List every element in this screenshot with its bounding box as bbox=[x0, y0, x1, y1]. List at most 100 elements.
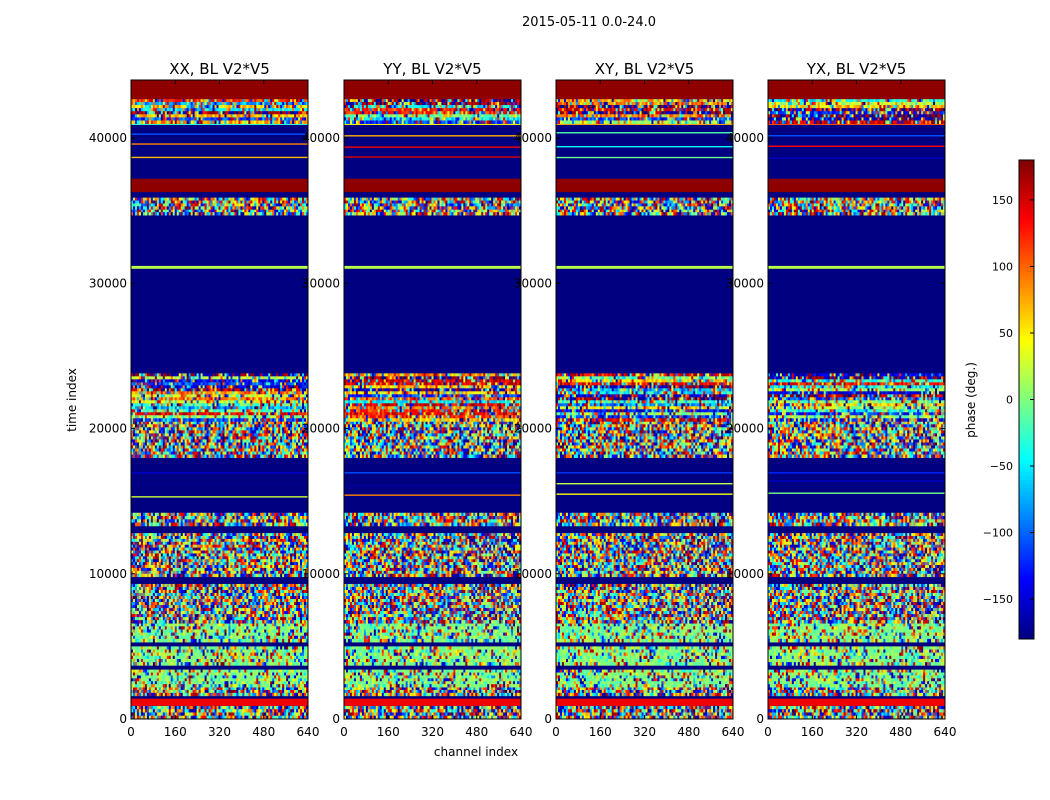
heatmap-cell bbox=[132, 589, 136, 594]
heatmap-cell bbox=[298, 632, 301, 637]
heatmap-cell bbox=[280, 620, 283, 624]
heatmap-cell bbox=[178, 617, 182, 621]
heatmap-cell bbox=[286, 626, 289, 630]
heatmap-cell bbox=[214, 658, 217, 663]
heatmap-cell bbox=[208, 516, 211, 520]
heatmap-cell bbox=[194, 658, 198, 663]
heatmap-cell bbox=[238, 614, 241, 618]
heatmap-cell bbox=[306, 649, 308, 654]
heatmap-cell bbox=[160, 623, 164, 627]
heatmap-cell bbox=[174, 586, 178, 591]
heatmap-cell bbox=[208, 570, 211, 575]
heatmap-cell bbox=[284, 573, 287, 578]
heatmap-cell bbox=[228, 678, 231, 682]
heatmap-cell bbox=[164, 662, 168, 666]
heatmap-cell bbox=[156, 684, 160, 688]
heatmap-cell bbox=[282, 684, 285, 688]
heatmap-cell bbox=[182, 547, 186, 551]
heatmap-cell bbox=[266, 626, 269, 630]
heatmap-cell bbox=[272, 562, 275, 566]
heatmap-cell bbox=[236, 635, 239, 640]
heatmap-cell bbox=[172, 687, 176, 691]
heatmap-cell bbox=[304, 687, 307, 691]
heatmap-cell bbox=[188, 692, 192, 697]
heatmap-cell bbox=[164, 652, 168, 657]
heatmap-cell bbox=[272, 658, 275, 663]
heatmap-cell bbox=[158, 556, 162, 560]
heatmap-cell bbox=[136, 562, 140, 566]
heatmap-cell bbox=[162, 538, 166, 543]
heatmap-cell bbox=[246, 596, 249, 600]
heatmap-cell bbox=[306, 602, 308, 606]
heatmap-cell bbox=[216, 611, 219, 615]
heatmap-cell bbox=[216, 629, 219, 633]
heatmap-cell bbox=[300, 635, 303, 640]
heatmap-cell bbox=[218, 541, 221, 546]
heatmap-cell bbox=[268, 573, 271, 578]
heatmap-cell bbox=[138, 658, 142, 663]
heatmap-cell bbox=[242, 623, 245, 627]
heatmap-cell bbox=[184, 541, 188, 546]
heatmap-cell bbox=[230, 516, 233, 520]
heatmap-cell bbox=[272, 533, 275, 537]
heatmap-cell bbox=[216, 519, 219, 523]
heatmap-cell bbox=[270, 550, 273, 554]
heatmap-cell bbox=[138, 573, 142, 578]
heatmap-cell bbox=[208, 672, 211, 676]
heatmap-cell bbox=[252, 705, 255, 710]
heatmap-cell bbox=[174, 553, 178, 557]
heatmap-cell bbox=[134, 547, 138, 551]
heatmap-cell bbox=[156, 658, 160, 663]
heatmap-cell bbox=[228, 592, 231, 597]
heatmap-cell bbox=[131, 599, 134, 603]
heatmap-cell bbox=[202, 592, 205, 597]
heatmap-cell bbox=[212, 611, 215, 615]
heatmap-cell bbox=[262, 687, 265, 691]
heatmap-cell bbox=[300, 565, 303, 569]
heatmap-cell bbox=[170, 709, 174, 713]
heatmap-cell bbox=[234, 538, 237, 543]
heatmap-cell bbox=[164, 669, 168, 673]
heatmap-cell bbox=[212, 550, 215, 554]
heatmap-cell bbox=[132, 646, 136, 650]
heatmap-cell bbox=[146, 550, 150, 554]
heatmap-cell bbox=[248, 602, 251, 606]
heatmap-cell bbox=[230, 586, 233, 591]
heatmap-cell bbox=[218, 687, 221, 691]
heatmap-cell bbox=[148, 550, 152, 554]
heatmap-cell bbox=[216, 586, 219, 591]
heatmap-cell bbox=[196, 611, 200, 615]
heatmap-cell bbox=[176, 629, 180, 633]
heatmap-cell bbox=[178, 556, 182, 560]
heatmap-cell bbox=[232, 583, 235, 588]
heatmap-cell bbox=[200, 681, 203, 685]
heatmap-cell bbox=[252, 589, 255, 594]
heatmap-cell bbox=[280, 658, 283, 663]
heatmap-cell bbox=[274, 649, 277, 654]
heatmap-cell bbox=[226, 570, 229, 575]
heatmap-cell bbox=[158, 599, 162, 603]
heatmap-cell bbox=[276, 658, 279, 663]
heatmap-cell bbox=[200, 567, 203, 572]
heatmap-cell bbox=[250, 675, 253, 679]
heatmap-cell bbox=[294, 547, 297, 551]
heatmap-cell bbox=[214, 629, 217, 633]
heatmap-cell bbox=[162, 620, 166, 624]
heatmap-cell bbox=[170, 614, 174, 618]
heatmap-cell bbox=[234, 541, 237, 546]
heatmap-cell bbox=[220, 687, 223, 691]
heatmap-cell bbox=[156, 589, 160, 594]
heatmap-cell bbox=[256, 623, 259, 627]
heatmap-cell bbox=[138, 544, 142, 549]
heatmap-cell bbox=[266, 646, 269, 650]
heatmap-cell bbox=[170, 611, 174, 615]
heatmap-cell bbox=[164, 541, 168, 546]
heatmap-cell bbox=[206, 556, 209, 560]
heatmap-cell bbox=[240, 519, 243, 523]
heatmap-cell bbox=[214, 602, 217, 606]
heatmap-cell bbox=[156, 638, 160, 643]
heatmap-cell bbox=[174, 705, 178, 710]
heatmap-cell bbox=[186, 632, 190, 637]
heatmap-cell bbox=[134, 681, 138, 685]
heatmap-cell bbox=[302, 556, 305, 560]
